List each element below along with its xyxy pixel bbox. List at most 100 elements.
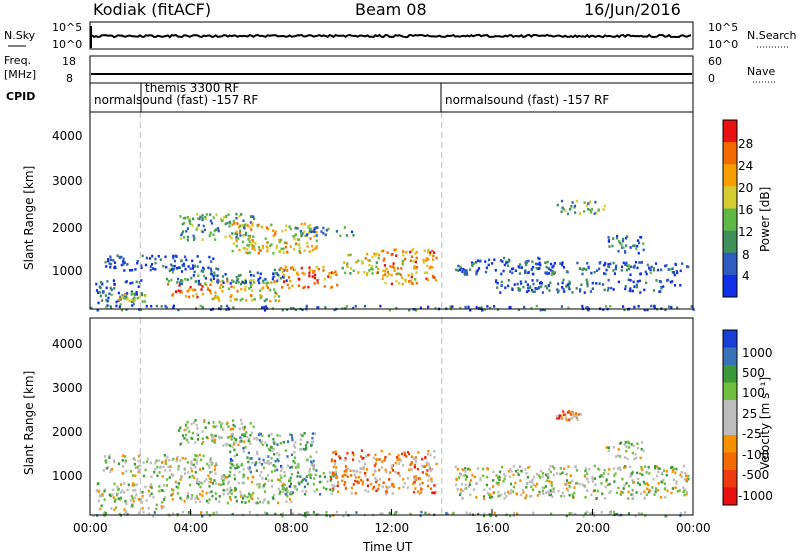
- velocity-cell: [201, 494, 204, 497]
- velocity-cell: [194, 458, 197, 461]
- power-cell: [229, 282, 232, 285]
- power-cell: [183, 264, 186, 268]
- velocity-cell: [445, 512, 448, 515]
- power-cell: [556, 203, 559, 207]
- velocity-cell: [214, 472, 217, 475]
- power-cell: [215, 296, 218, 299]
- velocity-cell: [522, 491, 525, 494]
- velocity-cell: [285, 489, 288, 493]
- power-cell: [656, 268, 660, 272]
- power-cell: [282, 280, 286, 284]
- velocity-cell: [428, 475, 431, 478]
- velocity-cell: [542, 492, 545, 496]
- power-cell: [620, 265, 624, 269]
- velocity-cell: [424, 456, 427, 459]
- power-cell: [292, 307, 295, 310]
- velocity-cell: [196, 438, 199, 441]
- velocity-cell: [417, 451, 420, 454]
- velocity-cell: [655, 487, 658, 490]
- power-colorbar-swatch: [723, 142, 737, 165]
- power-cell: [225, 215, 228, 219]
- power-cell: [313, 282, 316, 285]
- power-cell: [231, 232, 234, 235]
- power-cbar-tick-24: 24: [738, 159, 753, 173]
- velocity-cell: [530, 494, 533, 498]
- power-cell: [118, 256, 121, 260]
- power-cell: [380, 250, 383, 253]
- velocity-cell: [284, 488, 287, 491]
- power-cell: [152, 267, 155, 270]
- power-cell: [189, 222, 192, 226]
- velocity-ytick-4000: 4000: [52, 337, 83, 351]
- power-cell: [375, 252, 378, 256]
- velocity-cell: [648, 488, 651, 492]
- power-cell: [160, 305, 163, 308]
- velocity-cell: [112, 496, 115, 499]
- power-cell: [428, 267, 431, 270]
- power-cell: [180, 278, 183, 282]
- power-cell: [414, 278, 417, 281]
- power-cell: [343, 226, 347, 229]
- velocity-cell: [192, 476, 196, 479]
- power-cell: [395, 307, 398, 310]
- velocity-cell: [256, 501, 259, 505]
- velocity-cell: [565, 482, 568, 485]
- velocity-cell: [286, 494, 289, 498]
- power-cell: [267, 227, 270, 231]
- velocity-cell: [512, 464, 516, 468]
- power-cell: [120, 308, 123, 312]
- power-cell: [603, 272, 606, 275]
- power-cell: [488, 258, 491, 262]
- cpid-segment-2: themis 3300 RF: [145, 81, 239, 95]
- velocity-cell: [413, 475, 416, 479]
- velocity-cell: [326, 480, 329, 483]
- power-cell: [539, 263, 542, 267]
- velocity-cell: [233, 477, 236, 481]
- power-cell: [134, 268, 137, 271]
- power-cell: [150, 304, 153, 308]
- power-cell: [667, 305, 671, 308]
- velocity-cell: [162, 505, 165, 509]
- velocity-cell: [419, 514, 422, 517]
- velocity-cell: [169, 465, 172, 468]
- velocity-cell: [223, 489, 226, 492]
- velocity-cell: [214, 434, 217, 438]
- velocity-cell: [225, 422, 228, 426]
- velocity-cell: [512, 490, 515, 493]
- power-cell: [113, 261, 117, 264]
- velocity-cell: [504, 474, 507, 478]
- power-cell: [309, 229, 312, 233]
- velocity-cell: [132, 489, 135, 492]
- power-cell: [315, 239, 318, 243]
- velocity-cell: [346, 467, 349, 471]
- velocity-cell: [372, 456, 375, 460]
- power-cell: [125, 280, 128, 283]
- velocity-cell: [597, 467, 600, 471]
- power-cell: [144, 263, 148, 267]
- velocity-cell: [179, 443, 182, 446]
- power-cell: [327, 227, 330, 231]
- velocity-cell: [559, 467, 562, 470]
- velocity-cell: [532, 511, 535, 515]
- velocity-cell: [620, 490, 623, 494]
- velocity-cell: [648, 472, 651, 475]
- power-cell: [140, 293, 144, 297]
- power-cell: [658, 290, 661, 293]
- power-cell: [180, 291, 183, 294]
- velocity-cell: [110, 507, 113, 510]
- power-cell: [257, 223, 260, 227]
- power-cell: [621, 246, 624, 249]
- velocity-cell: [124, 455, 127, 458]
- velocity-cell: [299, 475, 302, 478]
- velocity-cell: [539, 476, 542, 479]
- velocity-cell: [162, 498, 166, 501]
- velocity-cell: [297, 463, 300, 466]
- velocity-cell: [362, 456, 365, 460]
- power-cell: [617, 280, 620, 284]
- velocity-cell: [394, 461, 397, 465]
- power-cell: [284, 228, 287, 232]
- power-cell: [366, 271, 369, 275]
- power-cell: [307, 224, 310, 228]
- velocity-cell: [622, 487, 625, 490]
- power-cell: [191, 267, 195, 270]
